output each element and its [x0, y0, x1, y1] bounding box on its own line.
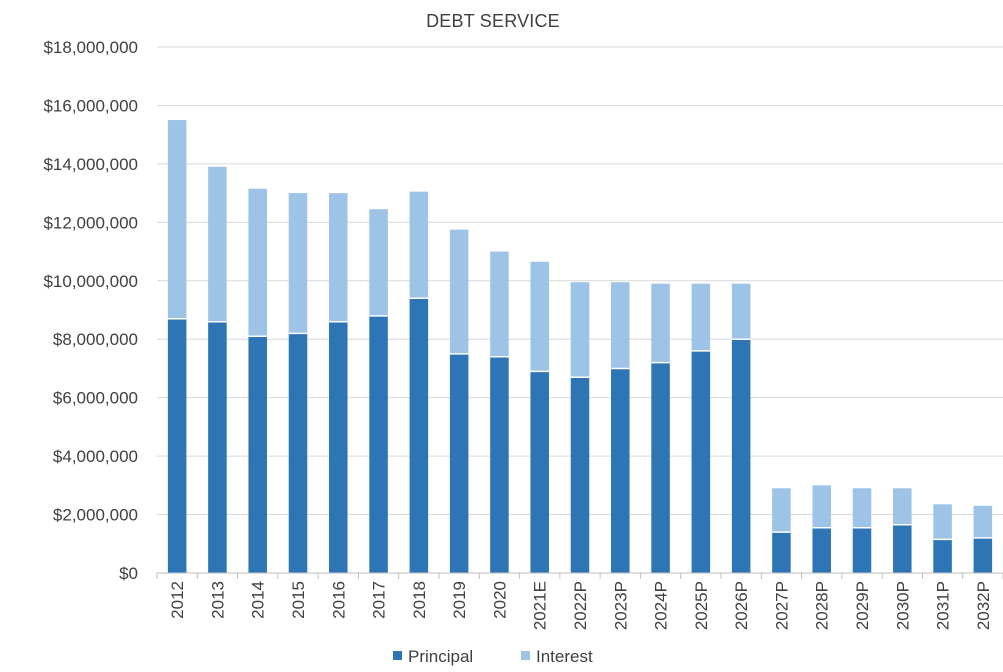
bar-interest-2015	[288, 193, 308, 334]
bar-interest-2018	[409, 191, 429, 299]
x-tick-label: 2016	[329, 581, 348, 619]
bar-principal-2013	[208, 321, 227, 573]
legend-swatch-principal	[393, 651, 402, 660]
bar-principal-2028p	[812, 527, 831, 573]
y-tick-label: $16,000,000	[43, 96, 138, 115]
x-tick-label: 2032P	[974, 581, 993, 630]
bar-principal-2020	[490, 356, 509, 573]
bar-interest-2029p	[852, 488, 872, 528]
bar-interest-2022p	[570, 282, 590, 378]
bar-principal-2022p	[570, 377, 590, 573]
legend-label-interest: Interest	[536, 647, 593, 666]
y-tick-label: $8,000,000	[53, 330, 138, 349]
bar-principal-2029p	[852, 527, 872, 573]
bar-interest-2020	[490, 251, 509, 357]
x-tick-label: 2025P	[692, 581, 711, 630]
x-tick-label: 2014	[249, 581, 268, 619]
x-tick-label: 2021E	[531, 581, 550, 630]
y-axis: $0 $2,000,000 $4,000,000 $6,000,000 $8,000,0…	[43, 38, 138, 583]
x-tick-label: 2022P	[571, 581, 590, 630]
x-tick-label: 2015	[289, 581, 308, 619]
bar-interest-2028p	[812, 485, 831, 528]
legend: Principal Interest	[393, 647, 593, 666]
x-tick-label: 2030P	[893, 581, 912, 630]
bar-interest-2021e	[530, 261, 549, 372]
x-tick-label: 2029P	[853, 581, 872, 630]
y-tick-label: $14,000,000	[43, 155, 138, 174]
bar-principal-2032p	[973, 537, 993, 573]
x-tick-label: 2031P	[934, 581, 953, 630]
bar-principal-2018	[409, 298, 429, 573]
y-tick-label: $10,000,000	[43, 272, 138, 291]
bar-interest-2031p	[933, 504, 952, 540]
bar-interest-2030p	[893, 488, 912, 525]
bar-principal-2015	[288, 333, 308, 573]
bar-principal-2021e	[530, 371, 549, 573]
x-tick-label: 2019	[450, 581, 469, 619]
bar-interest-2027p	[772, 488, 791, 533]
y-tick-label: $2,000,000	[53, 506, 138, 525]
bar-principal-2017	[369, 315, 388, 573]
bar-principal-2012	[167, 318, 187, 573]
x-axis: 2012 2013 2014 2015 2016 2017 2018 2019 2020 2021…	[156, 572, 1003, 630]
bar-interest-2023p	[611, 282, 630, 369]
x-tick-label: 2028P	[813, 581, 832, 630]
x-tick-label: 2013	[208, 581, 227, 619]
bar-principal-2016	[329, 321, 348, 573]
bar-interest-2017	[369, 209, 388, 316]
y-tick-label: $12,000,000	[43, 213, 138, 232]
bar-principal-2019	[449, 353, 469, 573]
y-tick-label: $4,000,000	[53, 447, 138, 466]
y-tick-label: $6,000,000	[53, 389, 138, 408]
bar-interest-2013	[208, 166, 227, 322]
bar-principal-2026p	[731, 339, 751, 573]
bars	[167, 120, 993, 573]
x-tick-label: 2018	[410, 581, 429, 619]
bar-interest-2019	[449, 229, 469, 354]
legend-swatch-interest	[521, 651, 530, 660]
x-tick-label: 2023P	[611, 581, 630, 630]
bar-interest-2012	[167, 120, 187, 319]
bar-principal-2025p	[691, 350, 711, 573]
bar-interest-2025p	[691, 283, 711, 351]
x-tick-label: 2027P	[772, 581, 791, 630]
y-tick-label: $18,000,000	[43, 38, 138, 57]
bar-principal-2031p	[933, 539, 952, 573]
bar-interest-2026p	[731, 283, 751, 340]
bar-principal-2027p	[772, 532, 791, 573]
bar-interest-2032p	[973, 505, 993, 538]
bar-principal-2024p	[651, 362, 670, 573]
bar-interest-2016	[329, 193, 348, 322]
bar-interest-2014	[248, 188, 267, 337]
bar-principal-2023p	[611, 368, 630, 573]
legend-label-principal: Principal	[408, 647, 473, 666]
x-tick-label: 2017	[370, 581, 389, 619]
x-tick-label: 2020	[490, 581, 509, 619]
bar-interest-2024p	[651, 283, 670, 363]
y-tick-label: $0	[119, 564, 138, 583]
chart-title: DEBT SERVICE	[426, 11, 560, 31]
x-tick-label: 2026P	[732, 581, 751, 630]
x-tick-label: 2024P	[652, 581, 671, 630]
bar-principal-2014	[248, 336, 267, 573]
bar-principal-2030p	[893, 524, 912, 573]
x-tick-label: 2012	[168, 581, 187, 619]
